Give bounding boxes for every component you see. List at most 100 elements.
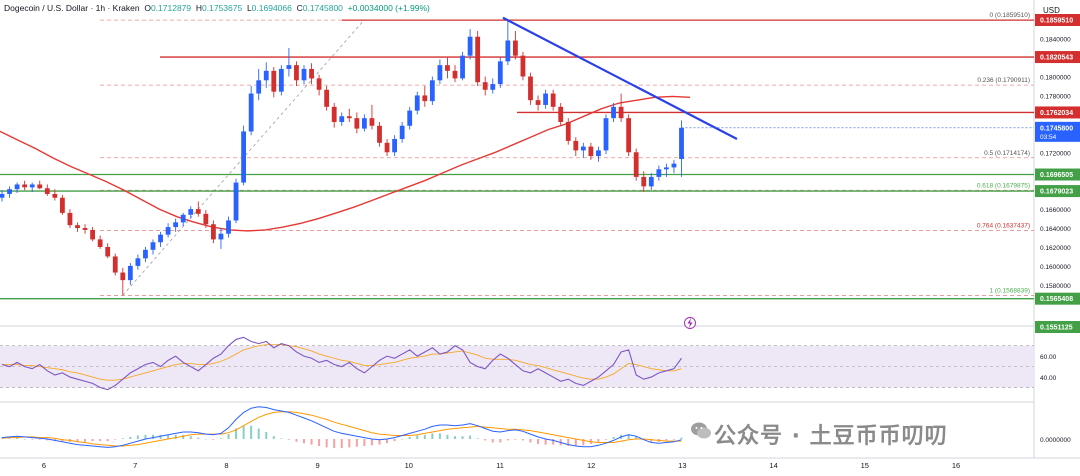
macd-histogram-bar bbox=[159, 434, 162, 439]
candle bbox=[180, 212, 186, 227]
macd-histogram-bar bbox=[521, 439, 524, 441]
candle-body bbox=[256, 80, 262, 94]
candle-body bbox=[67, 212, 73, 226]
candle bbox=[558, 103, 564, 126]
candle bbox=[429, 76, 435, 105]
candle-body bbox=[362, 118, 367, 129]
macd-histogram-bar bbox=[650, 439, 653, 442]
macd-histogram-bar bbox=[680, 437, 683, 439]
macd-histogram-bar bbox=[355, 439, 358, 447]
macd-histogram-bar bbox=[136, 435, 139, 439]
macd-histogram-bar bbox=[303, 439, 305, 444]
candle-body bbox=[203, 213, 209, 225]
candle-body bbox=[29, 184, 35, 188]
candle-body bbox=[490, 84, 496, 90]
x-tick-label: 7 bbox=[133, 461, 137, 470]
candle bbox=[22, 180, 28, 191]
candle-body bbox=[445, 65, 450, 71]
candle bbox=[112, 253, 118, 276]
macd-histogram-bar bbox=[423, 434, 426, 439]
candle-body bbox=[392, 139, 397, 153]
candle bbox=[52, 189, 58, 201]
candle-body bbox=[120, 272, 126, 281]
candle-body bbox=[7, 189, 12, 194]
candle-body bbox=[52, 193, 58, 198]
macd-histogram-bar bbox=[597, 439, 600, 442]
wechat-icon bbox=[691, 422, 711, 439]
descending-trendline bbox=[502, 16, 738, 140]
candle-body bbox=[535, 100, 541, 105]
candle bbox=[377, 121, 382, 147]
close-value: 0.1745800 bbox=[302, 3, 343, 13]
candle bbox=[120, 267, 126, 296]
candle bbox=[158, 231, 163, 247]
candle bbox=[346, 108, 352, 122]
candle bbox=[211, 220, 216, 244]
candle bbox=[664, 163, 669, 177]
macd-histogram-bar bbox=[295, 439, 298, 442]
candle bbox=[75, 222, 80, 232]
y-tick-label: 0.1780000 bbox=[1040, 93, 1071, 100]
macd-histogram-bar bbox=[99, 439, 102, 442]
macd-histogram-bar bbox=[537, 439, 540, 444]
candle bbox=[679, 120, 684, 177]
price-tag-label: 0.1820543 bbox=[1040, 55, 1073, 62]
candle bbox=[573, 137, 579, 157]
currency-label: USD bbox=[1043, 6, 1060, 15]
macd-histogram-bar bbox=[529, 439, 532, 443]
macd-histogram-bar bbox=[31, 439, 34, 440]
candle bbox=[437, 59, 443, 85]
rsi-signal-line bbox=[2, 344, 682, 381]
macd-histogram-bar bbox=[189, 436, 192, 439]
candle bbox=[580, 142, 586, 158]
macd-histogram-bar bbox=[38, 439, 41, 440]
macd-histogram-bar bbox=[416, 435, 419, 439]
price-tag-label: 0.1859510 bbox=[1040, 18, 1073, 25]
candle bbox=[422, 85, 428, 107]
last-price-tag-label: 0.1745800 bbox=[1040, 125, 1073, 132]
candle-body bbox=[309, 68, 314, 79]
candle bbox=[316, 74, 322, 96]
candle bbox=[14, 182, 20, 193]
candle-body bbox=[233, 182, 239, 221]
candle-body bbox=[241, 131, 246, 183]
macd-histogram-bar bbox=[46, 439, 49, 441]
candle bbox=[528, 72, 533, 105]
y-tick-label: 0.1800000 bbox=[1040, 75, 1071, 82]
macd-histogram-bar bbox=[325, 439, 328, 448]
candle-body bbox=[679, 127, 684, 160]
candle bbox=[143, 246, 148, 263]
y-tick-label: 0.1840000 bbox=[1040, 37, 1071, 44]
candle bbox=[490, 78, 496, 94]
candle bbox=[301, 65, 307, 85]
candle-body bbox=[580, 146, 586, 151]
candle bbox=[362, 114, 367, 132]
watermark-text: 公众号 · 土豆币币叨叨 bbox=[714, 424, 948, 449]
macd-histogram-bar bbox=[204, 439, 207, 440]
candle bbox=[127, 263, 133, 285]
candle bbox=[399, 121, 405, 143]
candle-body bbox=[369, 118, 375, 126]
candle-body bbox=[513, 40, 518, 56]
candle-body bbox=[112, 256, 118, 273]
candle-body bbox=[565, 121, 571, 141]
candle bbox=[550, 89, 556, 111]
candle bbox=[520, 51, 526, 81]
candle-body bbox=[558, 106, 564, 122]
candle-body bbox=[195, 209, 201, 214]
candle bbox=[67, 209, 73, 229]
macd-histogram-bar bbox=[401, 439, 404, 440]
candle-body bbox=[211, 224, 216, 240]
candle-body bbox=[573, 140, 579, 151]
countdown-label: 03:54 bbox=[1040, 134, 1057, 141]
macd-histogram-bar bbox=[144, 434, 147, 439]
macd-histogram-bar bbox=[106, 439, 109, 442]
price-tag bbox=[1035, 292, 1080, 305]
candle-body bbox=[482, 82, 488, 90]
y-tick-label: 0.1640000 bbox=[1040, 226, 1071, 233]
candle bbox=[618, 93, 624, 122]
candle-body bbox=[452, 70, 458, 79]
candle-body bbox=[422, 95, 428, 102]
price-tag bbox=[1035, 321, 1080, 333]
